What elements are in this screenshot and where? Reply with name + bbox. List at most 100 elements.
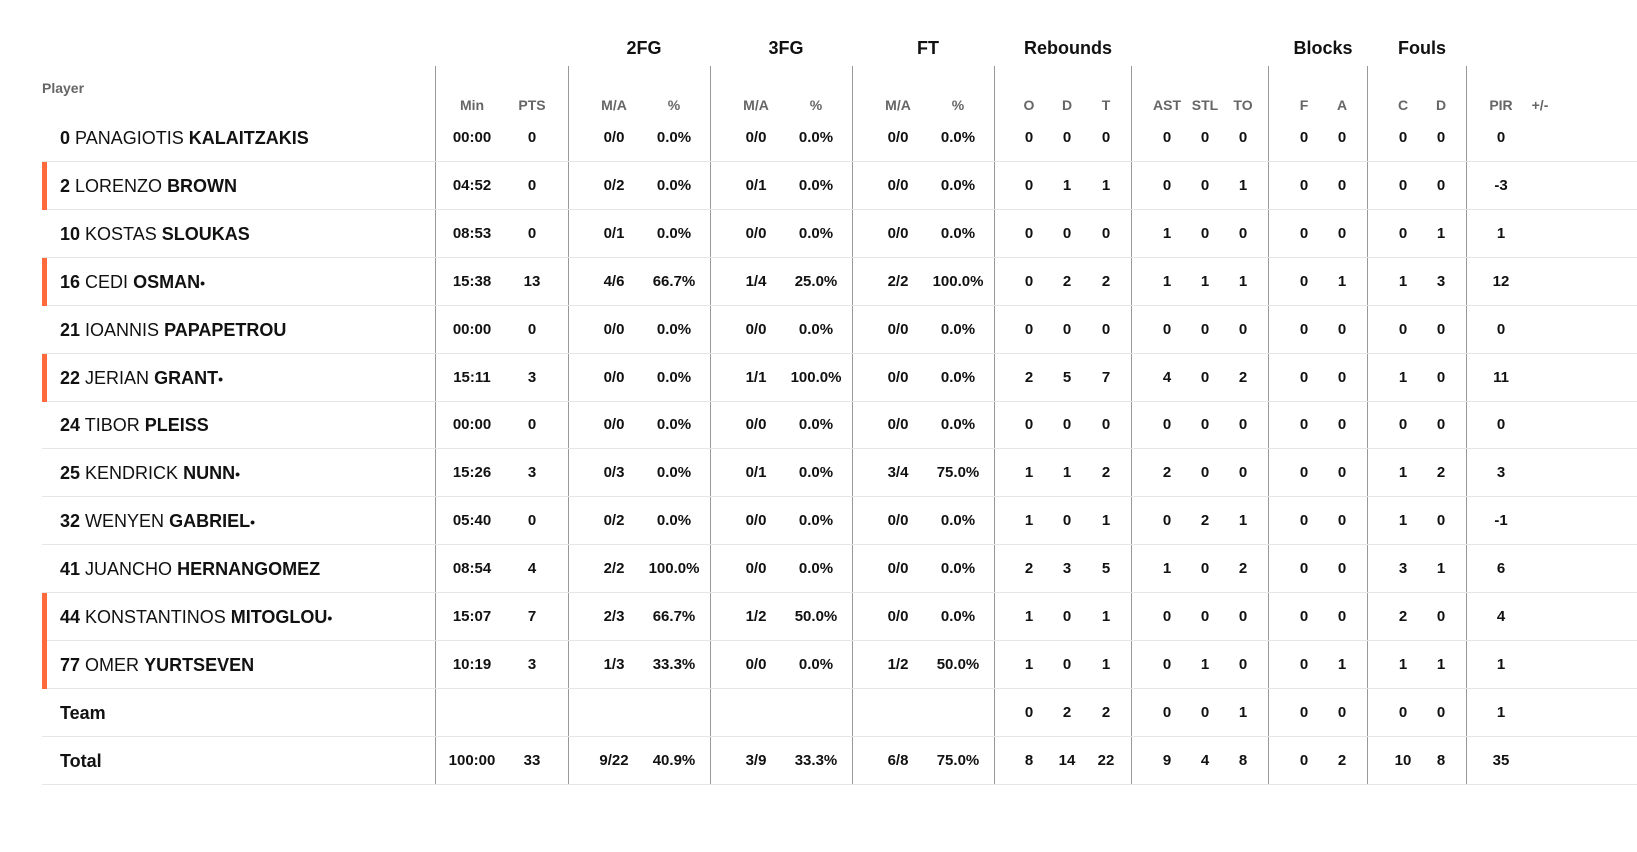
- stat-fg3-ma: 0/0: [745, 416, 767, 434]
- player-first-name: WENYEN: [85, 511, 165, 532]
- stat-ba: 0: [1337, 464, 1347, 482]
- stat-bf: 0: [1299, 272, 1309, 290]
- stat-d: 0: [1062, 416, 1072, 434]
- stat-fg2-pct: 0.0%: [656, 512, 692, 530]
- table-row: 25 KENDRICK NUNN• 15:26 3 0/3 0.0% 0/1 0.0% 3/4…: [42, 449, 1637, 498]
- stat-pts: 3: [527, 464, 537, 482]
- header-reb-t: T: [1101, 97, 1111, 113]
- stat-to: 0: [1238, 464, 1248, 482]
- stat-t: 1: [1101, 655, 1111, 673]
- stat-pir: 35: [1492, 751, 1510, 769]
- header-reb-d: D: [1061, 97, 1073, 113]
- stat-fg3-pct: 100.0%: [790, 368, 842, 386]
- stat-min: 00:00: [452, 320, 492, 338]
- player-name: 0 PANAGIOTIS KALAITZAKIS: [60, 114, 309, 163]
- group-header-ft: FT: [917, 38, 939, 58]
- player-number: 77: [60, 654, 81, 675]
- stat-pts: 0: [527, 176, 537, 194]
- starter-indicator: [42, 593, 47, 641]
- table-row: 16 CEDI OSMAN• 15:38 13 4/6 66.7% 1/4 25.0% 2/2…: [42, 257, 1637, 307]
- stat-t: 1: [1101, 608, 1111, 625]
- stat-fg2-ma: 0/3: [603, 464, 625, 482]
- stat-stl: 1: [1200, 655, 1210, 673]
- group-header-rebounds: Rebounds: [1024, 38, 1112, 58]
- stat-min: 00:00: [452, 416, 492, 434]
- stat-ft-pct: 0.0%: [940, 224, 976, 242]
- stat-ast: 1: [1162, 224, 1172, 242]
- stat-t: 0: [1101, 320, 1111, 338]
- table-row: 24 TIBOR PLEISS 00:00 0 0/0 0.0% 0/0 0.0% 0/0 0.…: [42, 401, 1637, 450]
- stat-ft-pct: 75.0%: [936, 464, 980, 482]
- stat-min: 15:11: [453, 368, 491, 386]
- stat-ft-ma: 0/0: [887, 608, 909, 625]
- stat-fg3-pct: 0.0%: [798, 512, 834, 530]
- stat-fd: 2: [1436, 464, 1446, 482]
- stat-fg2-pct: 33.3%: [652, 655, 696, 673]
- stat-stl: 0: [1200, 608, 1210, 625]
- stat-ast: 0: [1162, 512, 1172, 530]
- stat-fg3-ma: 0/0: [745, 560, 767, 578]
- header-plus-minus: +/-: [1531, 97, 1549, 113]
- stat-pir: 4: [1496, 608, 1506, 625]
- stat-pts: 3: [527, 655, 537, 673]
- stat-fg2-pct: 0.0%: [656, 416, 692, 434]
- stat-fg3-ma: 0/0: [745, 320, 767, 338]
- header-blk-f: F: [1299, 97, 1309, 113]
- stat-fg3-pct: 0.0%: [798, 560, 834, 578]
- stat-ba: 0: [1337, 703, 1347, 721]
- stat-ft-ma: 0/0: [887, 368, 909, 386]
- stat-pir: 0: [1496, 320, 1506, 338]
- stat-fd: 0: [1436, 512, 1446, 530]
- stat-fg3-ma: 3/9: [745, 751, 767, 769]
- stat-ft-pct: 0.0%: [940, 416, 976, 434]
- stat-o: 0: [1024, 416, 1034, 434]
- stat-pir: 0: [1496, 416, 1506, 434]
- table-row: Team 0 2 2 0 0 1 0 0 0 0 1: [42, 689, 1637, 737]
- stat-t: 2: [1101, 272, 1111, 290]
- table-row: 77 OMER YURTSEVEN 10:19 3 1/3 33.3% 0/0 0.0% 1/…: [42, 640, 1637, 689]
- stat-fd: 0: [1436, 129, 1446, 146]
- stat-o: 8: [1024, 751, 1034, 769]
- stat-bf: 0: [1299, 751, 1309, 769]
- group-header-fouls: Fouls: [1398, 38, 1446, 58]
- stat-fg2-pct: 0.0%: [656, 129, 692, 146]
- stat-d: 0: [1062, 224, 1072, 242]
- stat-ft-ma: 1/2: [887, 655, 909, 673]
- header-3fg-ma: M/A: [743, 97, 769, 113]
- stat-fd: 1: [1436, 655, 1446, 673]
- stat-bf: 0: [1299, 320, 1309, 338]
- stat-fc: 1: [1398, 464, 1408, 482]
- player-first-name: KONSTANTINOS: [85, 607, 226, 627]
- stat-ft-ma: 6/8: [887, 751, 909, 769]
- stat-pts: 7: [527, 608, 537, 625]
- stat-o: 0: [1024, 176, 1034, 194]
- player-first-name: KOSTAS: [85, 223, 157, 244]
- stat-to: 0: [1238, 608, 1248, 625]
- stat-min: 00:00: [452, 129, 492, 146]
- stat-t: 0: [1101, 129, 1111, 146]
- stat-t: 22: [1097, 751, 1115, 769]
- stat-fg3-ma: 0/1: [745, 464, 767, 482]
- stat-min: 15:07: [452, 608, 492, 625]
- column-divider: [568, 66, 569, 784]
- player-name: 44 KONSTANTINOS MITOGLOU•: [60, 593, 332, 642]
- stat-bf: 0: [1299, 224, 1309, 242]
- group-header-blocks: Blocks: [1293, 38, 1353, 58]
- stat-d: 0: [1062, 320, 1072, 338]
- stat-ba: 2: [1337, 751, 1347, 769]
- header-pts: PTS: [518, 97, 546, 113]
- group-header-3fg: 3FG: [768, 38, 804, 58]
- stat-bf: 0: [1299, 655, 1309, 673]
- stat-bf: 0: [1299, 560, 1309, 578]
- table-row: 0 PANAGIOTIS KALAITZAKIS 00:00 0 0/0 0.0% 0/0…: [42, 114, 1637, 162]
- column-divider: [852, 66, 853, 784]
- stat-min: 15:38: [452, 272, 492, 290]
- column-divider: [710, 66, 711, 784]
- stat-fc: 0: [1398, 224, 1408, 242]
- stat-ft-ma: 0/0: [887, 224, 909, 242]
- stat-min: 04:52: [452, 176, 492, 194]
- stat-to: 2: [1238, 560, 1248, 578]
- stat-bf: 0: [1299, 512, 1309, 530]
- stat-fd: 3: [1436, 272, 1446, 290]
- player-name: 16 CEDI OSMAN•: [60, 258, 205, 307]
